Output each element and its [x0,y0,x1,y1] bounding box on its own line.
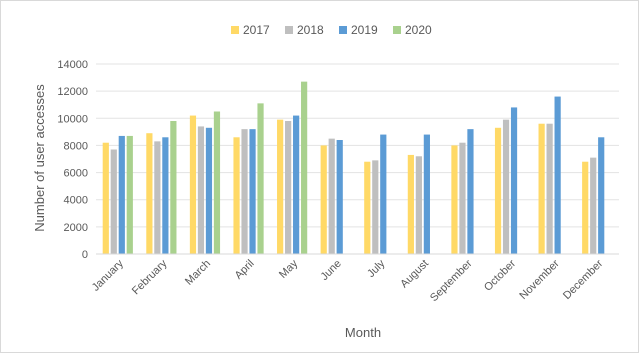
x-tick-label: October [482,257,518,293]
y-tick-label: 14000 [57,59,88,71]
bar-2017-january [102,142,109,254]
legend-swatch-2020 [393,26,401,34]
bars [102,81,605,255]
x-tick-label: May [277,257,301,281]
bar-2020-may [301,81,308,255]
bar-2017-october [494,127,502,254]
bar-2018-june [328,138,335,254]
bar-2017-november [538,123,545,254]
bar-2018-october [502,119,510,255]
bar-2019-september [467,129,474,254]
gridlines [96,63,619,228]
legend-label: 2020 [405,23,432,37]
legend-swatch-2018 [285,26,293,34]
legend-swatch-2019 [339,26,347,34]
legend-label: 2017 [243,23,270,37]
bar-2019-may [293,115,300,254]
bar-2017-june [320,145,327,254]
y-tick-label: 6000 [64,168,88,180]
bar-2019-december [598,137,605,254]
y-axis-ticks: 0 2000 4000 6000 8000 10000 12000 14000 [57,59,88,261]
bar-2019-february [162,137,169,254]
y-tick-label: 0 [82,249,88,261]
bar-2018-july [372,160,379,254]
x-tick-label: December [561,257,606,302]
x-axis-title: Month [345,325,381,340]
bar-2019-january [118,135,125,254]
x-tick-label: August [398,258,431,291]
bar-2019-july [380,134,387,254]
y-tick-label: 10000 [57,113,88,125]
bar-2019-june [336,140,343,254]
bar-2018-march [197,126,205,254]
bar-2018-february [154,141,161,254]
bar-2017-september [451,145,458,254]
bar-2018-may [285,121,292,254]
x-tick-label: July [365,257,388,280]
bar-2019-april [249,129,256,254]
bar-2017-may [277,119,284,255]
bar-2020-march [213,111,221,254]
x-tick-label: June [318,258,343,283]
y-axis-title: Number of user accesses [32,84,47,232]
x-tick-label: January [90,257,127,294]
bar-2017-march [189,115,197,254]
bar-2017-february [146,133,153,254]
legend: 2017 2018 2019 2020 [231,23,432,37]
bar-2018-september [459,142,466,254]
legend-label: 2018 [297,23,324,37]
x-tick-label: April [233,258,257,282]
y-tick-label: 4000 [64,195,88,207]
y-tick-label: 8000 [64,140,88,152]
bar-2019-august [423,134,430,254]
bar-2017-april [233,137,240,254]
bar-2019-october [510,107,518,254]
bar-2018-november [546,123,553,254]
bar-2019-march [205,127,213,254]
bar-2018-december [590,157,597,254]
bar-2018-april [241,129,248,254]
bar-2020-february [170,121,177,254]
bar-2019-november [554,96,561,254]
bar-2017-august [407,154,414,254]
x-tick-label: November [517,257,562,302]
bar-2020-january [126,135,133,254]
y-tick-label: 12000 [57,86,88,98]
bar-2017-july [364,161,371,254]
x-tick-label: March [183,258,213,288]
x-tick-label: September [428,257,475,304]
bar-2018-january [110,149,117,254]
bar-2018-august [415,156,422,254]
bar-2017-december [582,161,589,254]
bar-2020-april [257,103,264,254]
y-tick-label: 2000 [64,222,88,234]
legend-swatch-2017 [231,26,239,34]
legend-label: 2019 [351,23,378,37]
x-axis-ticks: January February March April May June July Augu… [90,257,606,304]
x-tick-label: February [130,257,170,297]
